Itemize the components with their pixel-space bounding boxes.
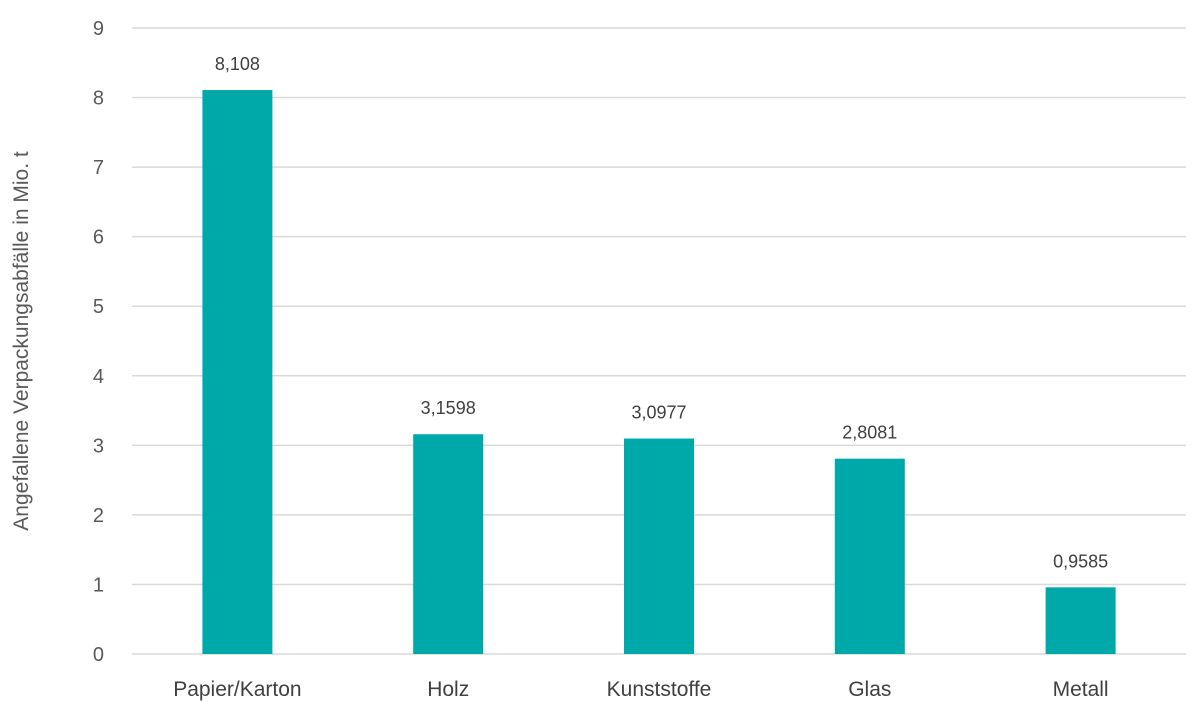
bars: [202, 90, 1116, 654]
x-category-label: Holz: [427, 678, 469, 701]
y-tick-label: 1: [93, 574, 104, 596]
data-labels: 8,108 3,1598 3,0977 2,8081 0,9585: [215, 54, 1108, 571]
y-tick-label: 3: [93, 435, 104, 457]
y-tick-label: 5: [93, 296, 104, 318]
y-tick-label: 6: [93, 227, 104, 249]
bar: [834, 458, 905, 654]
x-category-label: Papier/Karton: [173, 678, 301, 701]
y-tick-label: 9: [93, 18, 104, 40]
x-axis-categories: Papier/Karton Holz Kunststoffe Glas Metall: [173, 678, 1108, 701]
data-label: 3,0977: [631, 403, 686, 423]
data-label: 2,8081: [842, 423, 897, 443]
x-category-label: Glas: [848, 678, 891, 701]
x-category-label: Metall: [1053, 678, 1109, 701]
y-axis-ticks: 0 1 2 3 4 5 6 7 8 9: [93, 18, 104, 666]
y-tick-label: 8: [93, 88, 104, 110]
bar: [1045, 587, 1116, 654]
y-tick-label: 7: [93, 157, 104, 179]
gridlines: [132, 27, 1186, 655]
y-tick-label: 2: [93, 505, 104, 527]
y-tick-label: 0: [93, 644, 104, 666]
data-label: 3,1598: [421, 398, 476, 418]
data-label: 0,9585: [1053, 551, 1108, 571]
y-axis-title: Angefallene Verpackungsabfälle in Mio. t: [10, 151, 33, 531]
y-tick-label: 4: [93, 366, 104, 388]
x-category-label: Kunststoffe: [607, 678, 712, 701]
bar: [413, 434, 484, 654]
data-label: 8,108: [215, 54, 260, 74]
bar: [624, 438, 694, 654]
bar: [202, 90, 273, 654]
